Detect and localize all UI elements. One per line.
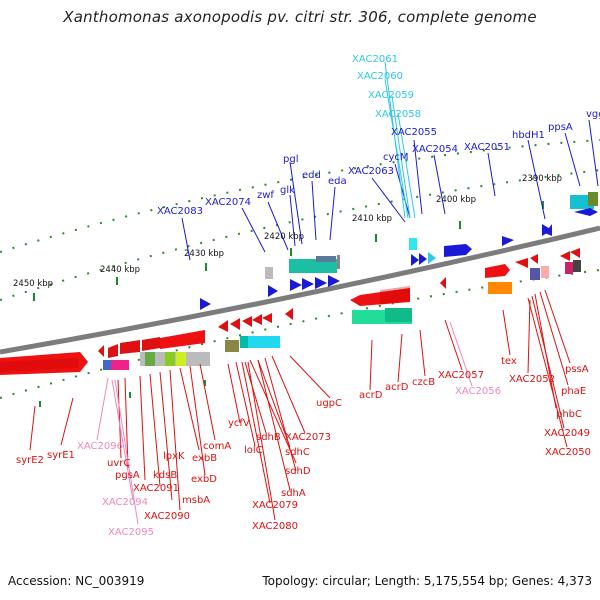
label-zwf: zwf	[257, 190, 274, 201]
label-XAC2060: XAC2060	[357, 71, 403, 82]
label-glk: glk	[280, 185, 295, 196]
label-lolC: lolC	[244, 445, 263, 456]
label-XAC2059: XAC2059	[368, 90, 414, 101]
label-ycfV: ycfV	[228, 418, 250, 429]
label-XAC2091: XAC2091	[133, 483, 179, 494]
label-syrE1: syrE1	[47, 450, 75, 461]
label-tex: tex	[501, 356, 517, 367]
faint-leaders	[96, 321, 473, 525]
label-exbD: exbD	[191, 474, 217, 485]
forward-gene-labels: vggB ppsA hbdH1 XAC2051 XAC2054 XAC2055 …	[157, 109, 600, 217]
label-XAC2096: XAC2096	[77, 441, 123, 452]
topology-label: Topology: circular; Length: 5,175,554 bp…	[262, 574, 592, 588]
label-XAC2083: XAC2083	[157, 206, 203, 217]
label-cycM: cycM	[383, 152, 409, 163]
label-comA: comA	[203, 441, 231, 452]
genome-title: Xanthomonas axonopodis pv. citri str. 30…	[63, 8, 537, 26]
label-acrD-1: acrD	[359, 390, 383, 401]
genome-backbone	[0, 225, 600, 355]
label-exbB: exbB	[192, 453, 217, 464]
tick-2430: 2430 kbp	[184, 249, 224, 259]
cyan-leaders	[384, 61, 416, 219]
label-sdhB: sdhB	[256, 432, 281, 443]
label-XAC2063: XAC2063	[348, 166, 394, 177]
label-msbA: msbA	[182, 495, 210, 506]
label-lpxK: lpxK	[163, 451, 185, 462]
label-phaE: phaE	[561, 386, 586, 397]
label-XAC2056: XAC2056	[455, 386, 501, 397]
domain-boxes	[103, 260, 581, 370]
reverse-gene-labels: syrE2 syrE1 uvrC pgsA kdsB XAC2091 lpxK …	[16, 356, 591, 532]
label-uvrC: uvrC	[107, 458, 130, 469]
label-XAC2055: XAC2055	[391, 127, 437, 138]
label-pssA: pssA	[565, 364, 589, 375]
label-ugpC: ugpC	[316, 398, 342, 409]
label-XAC2049: XAC2049	[544, 428, 590, 439]
label-XAC2073: XAC2073	[285, 432, 331, 443]
label-eda: eda	[328, 176, 347, 187]
label-sdhA: sdhA	[281, 488, 306, 499]
label-ppsA: ppsA	[548, 122, 573, 133]
label-vggB: vggB	[586, 109, 600, 120]
label-kdsB: kdsB	[153, 470, 177, 481]
label-XAC2058: XAC2058	[375, 109, 421, 120]
tick-2420: 2420 kbp	[264, 232, 304, 242]
label-acrD-2: acrD	[385, 382, 409, 393]
tick-2440: 2440 kbp	[100, 265, 140, 275]
label-phbC: phbC	[556, 409, 582, 420]
forward-genes[interactable]	[200, 192, 598, 310]
label-hbdH1: hbdH1	[512, 130, 545, 141]
label-XAC2050: XAC2050	[545, 447, 591, 458]
label-sdhC: sdhC	[285, 447, 310, 458]
label-XAC2095: XAC2095	[108, 527, 154, 538]
label-pgsA: pgsA	[115, 470, 140, 481]
tick-labels: 2390 kbp 2400 kbp 2410 kbp 2420 kbp 2430…	[13, 174, 562, 289]
tick-2450: 2450 kbp	[13, 279, 53, 289]
reverse-genes[interactable]	[0, 248, 580, 375]
label-XAC2052: XAC2052	[509, 374, 555, 385]
label-XAC2051: XAC2051	[464, 142, 510, 153]
accession-label: Accession: NC_003919	[8, 574, 145, 588]
label-syrE2: syrE2	[16, 455, 44, 466]
label-XAC2054: XAC2054	[412, 144, 458, 155]
label-XAC2074: XAC2074	[205, 197, 251, 208]
label-XAC2094: XAC2094	[102, 497, 148, 508]
reverse-leaders	[29, 289, 571, 521]
tick-2390: 2390 kbp	[522, 174, 562, 184]
label-XAC2080: XAC2080	[252, 521, 298, 532]
tick-2400: 2400 kbp	[436, 195, 476, 205]
label-XAC2079: XAC2079	[252, 500, 298, 511]
cyan-gene-labels: XAC2061 XAC2060 XAC2059 XAC2058	[352, 54, 421, 120]
label-XAC2057: XAC2057	[438, 370, 484, 381]
label-XAC2090: XAC2090	[144, 511, 190, 522]
label-XAC2061: XAC2061	[352, 54, 398, 65]
label-sdhD: sdhD	[285, 466, 311, 477]
label-pgl: pgl	[283, 154, 298, 165]
faint-gene-labels: XAC2096 XAC2094 XAC2095 XAC2056	[77, 386, 501, 538]
label-edd: edd	[302, 170, 321, 181]
label-czcB: czcB	[412, 377, 435, 388]
forward-leaders	[181, 119, 599, 261]
tick-2410: 2410 kbp	[352, 214, 392, 224]
